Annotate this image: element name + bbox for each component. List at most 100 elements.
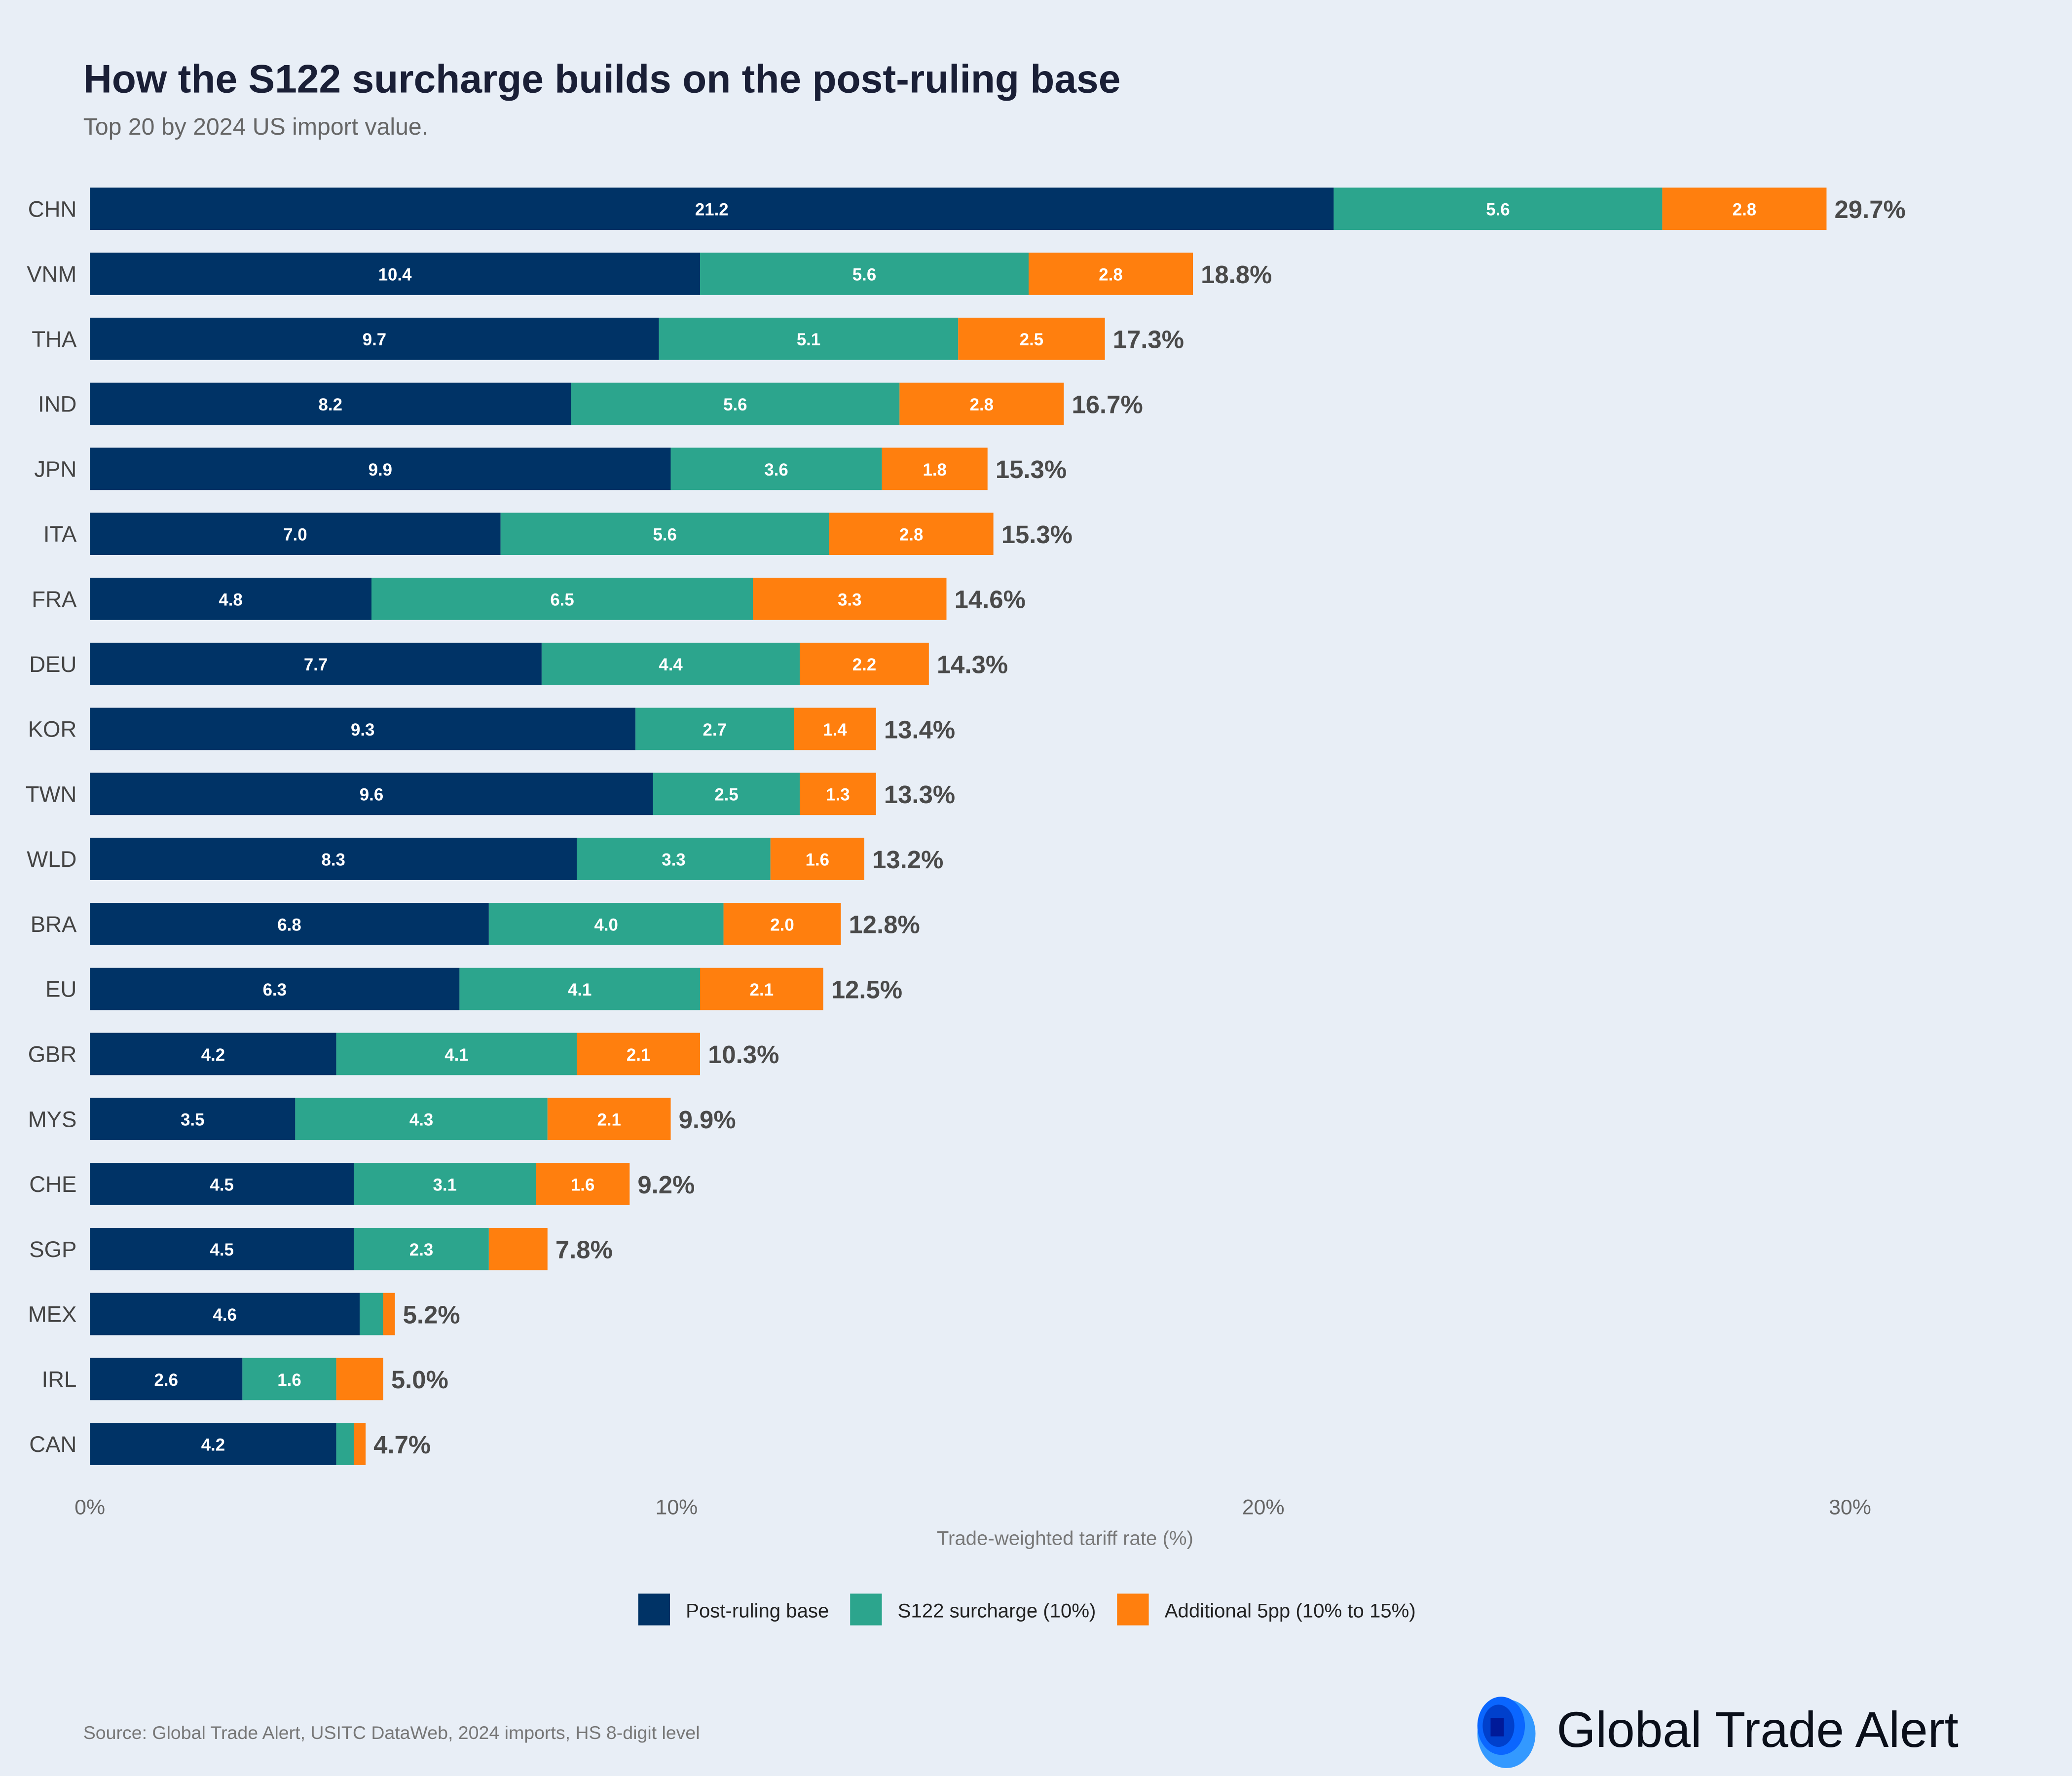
segment-label: 3.3 <box>662 850 685 869</box>
bar-row: IND 8.2 5.6 2.8 16.7% <box>38 382 1143 425</box>
bar-segment <box>829 513 994 555</box>
bar-row: TWN 9.6 2.5 1.3 13.3% <box>26 773 955 815</box>
bar-segment <box>577 838 771 880</box>
segment-label: 4.6 <box>213 1305 236 1325</box>
segment-label: 8.2 <box>319 395 342 414</box>
segment-label: 3.5 <box>181 1110 204 1130</box>
segment-label: 1.6 <box>806 850 829 869</box>
segment-label: 2.2 <box>852 655 876 674</box>
bar-segment <box>1029 253 1193 295</box>
category-label: MYS <box>28 1107 77 1132</box>
bar-segment <box>958 317 1105 360</box>
segment-label: 4.1 <box>444 1045 468 1065</box>
bar-row: SGP 4.5 2.3 7.8% <box>29 1227 613 1270</box>
bar-segment <box>90 382 571 425</box>
bar-segment <box>90 838 577 880</box>
bar-segment <box>90 253 701 295</box>
legend-label: Additional 5pp (10% to 15%) <box>1165 1600 1416 1622</box>
segment-label: 3.3 <box>838 590 861 609</box>
legend-item: Additional 5pp (10% to 15%) <box>1117 1593 1416 1626</box>
bar-segment <box>90 513 501 555</box>
segment-label: 2.1 <box>627 1045 650 1065</box>
category-label: TWN <box>26 781 77 807</box>
bar-row: WLD 8.3 3.3 1.6 13.2% <box>27 838 943 880</box>
bar-row: EU 6.3 4.1 2.1 12.5% <box>45 967 902 1010</box>
category-label: BRA <box>31 912 77 937</box>
category-label: KOR <box>28 717 77 742</box>
segment-label: 2.8 <box>1099 265 1122 284</box>
total-label: 12.8% <box>849 911 920 939</box>
total-label: 15.3% <box>996 455 1067 483</box>
bar-segment <box>354 1163 536 1205</box>
bar-segment <box>770 838 864 880</box>
total-label: 15.3% <box>1001 520 1073 549</box>
bar-segment <box>1333 187 1663 230</box>
bar-row: MYS 3.5 4.3 2.1 9.9% <box>28 1098 736 1141</box>
x-tick-label: 0% <box>74 1496 105 1519</box>
bar-segment <box>90 1033 336 1075</box>
segment-label: 10.4 <box>378 265 412 284</box>
segment-label: 2.1 <box>750 980 774 999</box>
bar-segment <box>90 578 372 620</box>
legend-item: Post-ruling base <box>638 1593 829 1626</box>
segment-label: 7.7 <box>304 655 328 674</box>
bar-segment <box>90 903 489 945</box>
bar-row: ITA 7.0 5.6 2.8 15.3% <box>43 513 1073 555</box>
total-label: 9.9% <box>679 1106 736 1134</box>
segment-label: 2.8 <box>899 525 923 545</box>
total-label: 13.3% <box>884 780 955 809</box>
segment-label: 1.6 <box>571 1175 594 1194</box>
source-note: Source: Global Trade Alert, USITC DataWe… <box>83 1722 700 1743</box>
bar-segment <box>659 317 959 360</box>
segment-label: 21.2 <box>695 200 729 220</box>
segment-label: 5.6 <box>653 525 676 545</box>
segment-label: 9.7 <box>363 330 386 349</box>
segment-label: 1.8 <box>923 460 947 480</box>
chart-subtitle: Top 20 by 2024 US import value. <box>83 113 428 140</box>
segment-label: 2.8 <box>970 395 994 414</box>
segment-label: 9.9 <box>369 460 392 480</box>
total-label: 7.8% <box>555 1236 613 1264</box>
bar-segment <box>459 967 700 1010</box>
segment-label: 2.0 <box>770 915 794 934</box>
segment-label: 4.2 <box>201 1045 225 1065</box>
legend-label: S122 surcharge (10%) <box>898 1600 1096 1622</box>
bars: CHN 21.2 5.6 2.8 29.7% VNM 10.4 5.6 2.8 18.8% THA 9… <box>26 187 1906 1466</box>
segment-label: 1.6 <box>277 1370 301 1390</box>
segment-label: 6.3 <box>263 980 287 999</box>
bar-row: VNM 10.4 5.6 2.8 18.8% <box>27 253 1272 295</box>
bar-segment <box>90 1098 296 1141</box>
bar-row: CHE 4.5 3.1 1.6 9.2% <box>29 1163 695 1205</box>
total-label: 13.4% <box>884 715 955 743</box>
bar-segment <box>899 382 1064 425</box>
category-label: FRA <box>32 587 77 612</box>
total-label: 16.7% <box>1072 390 1143 418</box>
bar-segment <box>753 578 947 620</box>
segment-label: 2.7 <box>703 720 727 740</box>
segment-label: 5.1 <box>797 330 820 349</box>
segment-label: 4.1 <box>568 980 592 999</box>
segment-label: 8.3 <box>321 850 345 869</box>
bar-segment <box>1662 187 1827 230</box>
bar-segment <box>536 1163 630 1205</box>
category-label: MEX <box>28 1302 77 1327</box>
segment-label: 3.6 <box>764 460 788 480</box>
bar-row: JPN 9.9 3.6 1.8 15.3% <box>34 447 1067 490</box>
category-label: GBR <box>28 1042 77 1067</box>
segment-label: 4.8 <box>219 590 242 609</box>
bar-segment <box>577 1033 700 1075</box>
segment-label: 4.0 <box>594 915 618 934</box>
bar-row: BRA 6.8 4.0 2.0 12.8% <box>31 903 920 945</box>
bar-row: CAN 4.2 4.7% <box>29 1423 431 1466</box>
category-label: DEU <box>29 652 76 677</box>
segment-label: 2.6 <box>154 1370 178 1390</box>
segment-label: 4.4 <box>659 655 683 674</box>
segment-label: 4.3 <box>409 1110 433 1130</box>
bar-segment <box>360 1293 383 1335</box>
category-label: THA <box>32 327 77 352</box>
bar-row: MEX 4.6 5.2% <box>28 1293 460 1335</box>
x-axis-label: Trade-weighted tariff rate (%) <box>937 1527 1193 1549</box>
segment-label: 4.2 <box>201 1436 225 1455</box>
bar-segment <box>90 1227 354 1270</box>
